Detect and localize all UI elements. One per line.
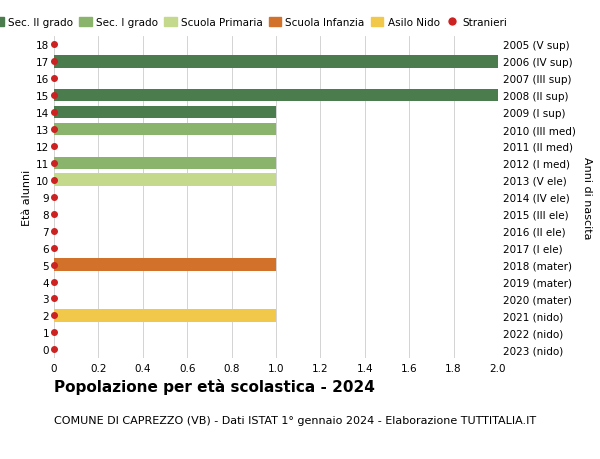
- Y-axis label: Età alunni: Età alunni: [22, 169, 32, 225]
- Bar: [54, 90, 498, 102]
- Bar: [54, 259, 276, 271]
- Bar: [54, 309, 276, 322]
- Bar: [54, 123, 276, 136]
- Text: COMUNE DI CAPREZZO (VB) - Dati ISTAT 1° gennaio 2024 - Elaborazione TUTTITALIA.I: COMUNE DI CAPREZZO (VB) - Dati ISTAT 1° …: [54, 415, 536, 425]
- Bar: [54, 106, 276, 119]
- Y-axis label: Anni di nascita: Anni di nascita: [583, 156, 592, 239]
- Text: Popolazione per età scolastica - 2024: Popolazione per età scolastica - 2024: [54, 379, 375, 395]
- Bar: [54, 56, 498, 68]
- Bar: [54, 157, 276, 170]
- Legend: Sec. II grado, Sec. I grado, Scuola Primaria, Scuola Infanzia, Asilo Nido, Stran: Sec. II grado, Sec. I grado, Scuola Prim…: [0, 18, 508, 28]
- Bar: [54, 174, 276, 187]
